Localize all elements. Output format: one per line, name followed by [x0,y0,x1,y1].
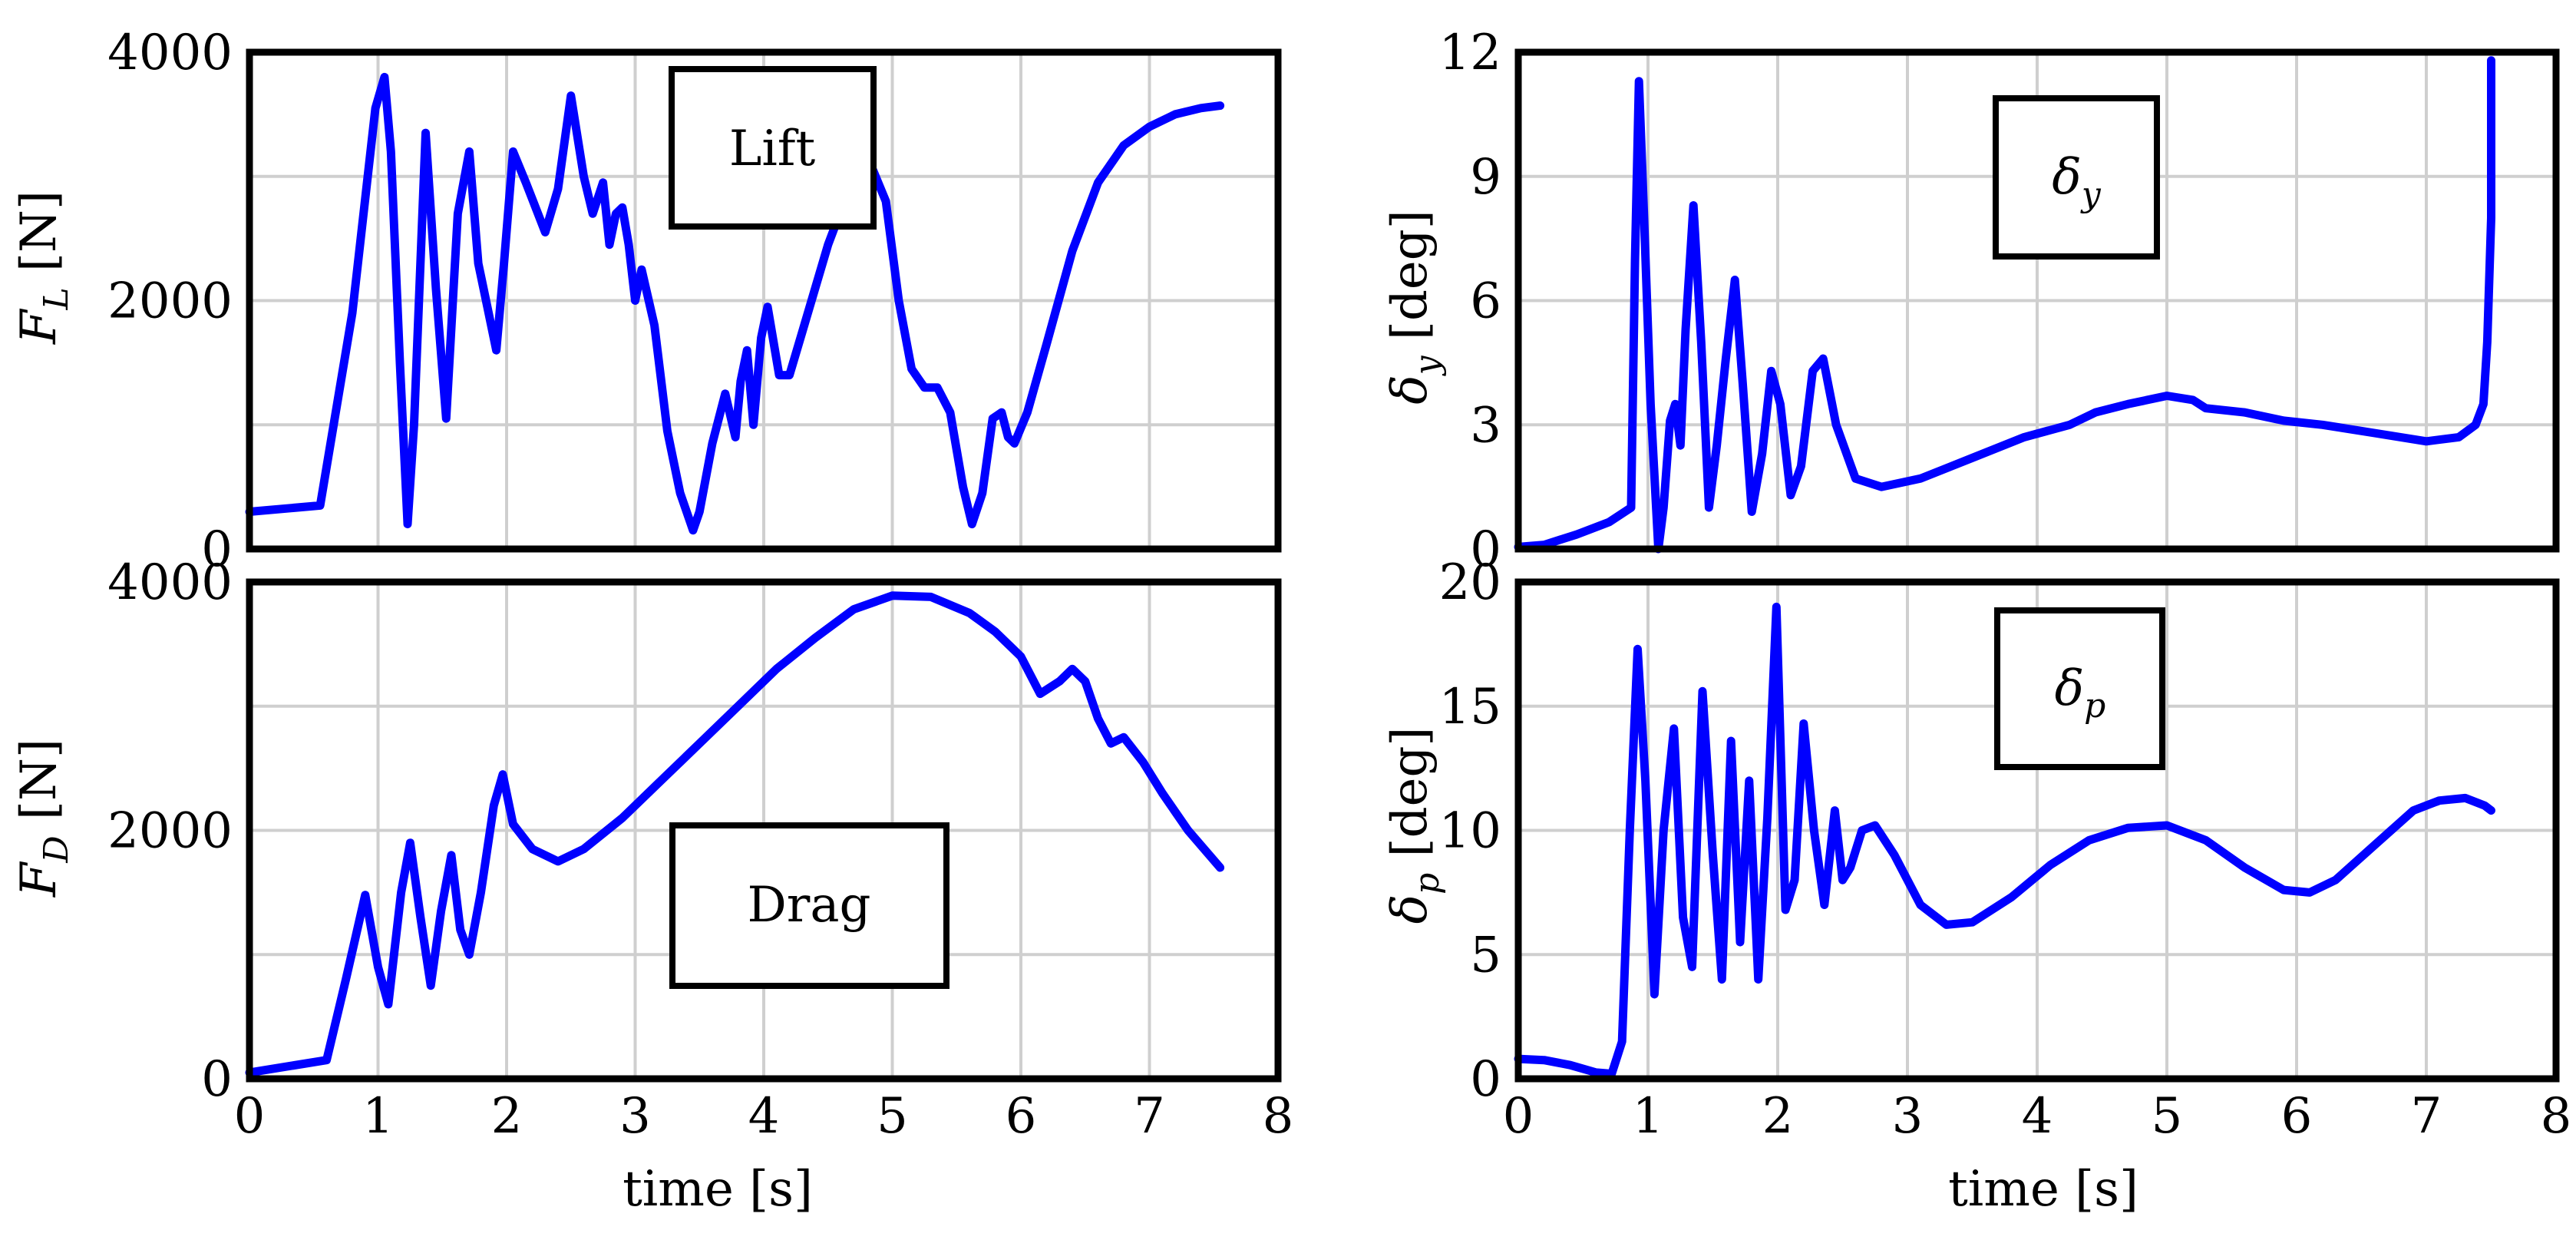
ylabel-pitch: δp [deg] [1382,727,1447,924]
xtick-label-pitch-4: 4 [2022,1088,2053,1145]
ylabel-drag: FD [N] [11,739,76,898]
ytick-label-pitch-2: 10 [1439,803,1501,860]
axes-frame-drag [246,578,1282,1083]
xtick-label-drag-1: 1 [362,1088,394,1145]
xtick-label-drag-6: 6 [1006,1088,1037,1145]
panel-drag: FD [N] time [s] Drag 0 2000 4000 0 1 2 3 4 5 6 7 8 [11,554,1293,1218]
ytick-label-pitch-1: 5 [1470,927,1501,984]
ytick-label-yaw-2: 6 [1470,273,1501,330]
xtick-label-drag-3: 3 [619,1088,651,1145]
ytick-label-yaw-0: 0 [1470,521,1501,578]
xtick-label-pitch-3: 3 [1892,1088,1924,1145]
xtick-label-drag-8: 8 [1263,1088,1294,1145]
ytick-label-yaw-4: 12 [1439,25,1501,81]
series-line-yaw [1514,56,2495,554]
ylabel-yaw: δy [deg] [1382,210,1447,404]
legend-yaw: δy [1993,95,2160,260]
xtick-label-drag-4: 4 [748,1088,780,1145]
xlabel-pitch: time [s] [1948,1161,2138,1218]
series-line-lift [245,72,1225,535]
xtick-label-drag-7: 7 [1134,1088,1165,1145]
ylabel-lift: FL [N] [11,190,76,345]
xlabel-drag: time [s] [623,1161,813,1218]
panel-lift: FL [N] Lift 0 2000 4000 [11,25,1282,578]
panel-yaw: δy [deg] δy 0 3 6 9 12 [1382,25,2560,578]
xtick-label-pitch-0: 0 [1503,1088,1534,1145]
legend-drag-text: Drag [747,877,870,934]
ytick-label-yaw-1: 3 [1470,397,1501,454]
axes-frame-yaw [1514,48,2560,553]
ytick-label-drag-2: 4000 [107,554,233,611]
legend-drag: Drag [669,822,949,989]
xtick-label-pitch-7: 7 [2411,1088,2442,1145]
ytick-label-pitch-0: 0 [1470,1051,1501,1108]
ytick-label-yaw-3: 9 [1470,149,1501,206]
xtick-label-pitch-5: 5 [2152,1088,2183,1145]
axes-frame-pitch [1514,578,2560,1083]
xtick-label-pitch-8: 8 [2541,1088,2572,1145]
legend-lift-text: Lift [729,121,816,177]
legend-lift: Lift [669,66,877,230]
xtick-label-drag-5: 5 [877,1088,908,1145]
legend-pitch: δp [1994,607,2165,770]
panel-pitch: δp [deg] time [s] δp 0 5 10 15 20 0 1 2 3 4 5 6 7 8 [1382,554,2571,1218]
xtick-label-drag-0: 0 [234,1088,266,1145]
ytick-label-lift-1: 2000 [107,273,233,330]
ytick-label-pitch-3: 15 [1439,679,1501,736]
ytick-label-lift-0: 0 [201,521,233,578]
ytick-label-drag-1: 2000 [107,803,233,860]
series-line-pitch [1514,602,2495,1078]
axes-frame-lift [246,48,1282,553]
ytick-label-pitch-4: 20 [1439,554,1501,611]
xtick-label-pitch-1: 1 [1633,1088,1664,1145]
series-line-drag [245,591,1225,1077]
legend-pitch-text: δp [2055,660,2106,726]
xtick-label-pitch-6: 6 [2281,1088,2313,1145]
xtick-label-drag-2: 2 [491,1088,523,1145]
legend-yaw-text: δy [2052,149,2102,214]
ytick-label-lift-2: 4000 [107,25,233,81]
ytick-label-drag-0: 0 [201,1051,233,1108]
xtick-label-pitch-2: 2 [1762,1088,1794,1145]
